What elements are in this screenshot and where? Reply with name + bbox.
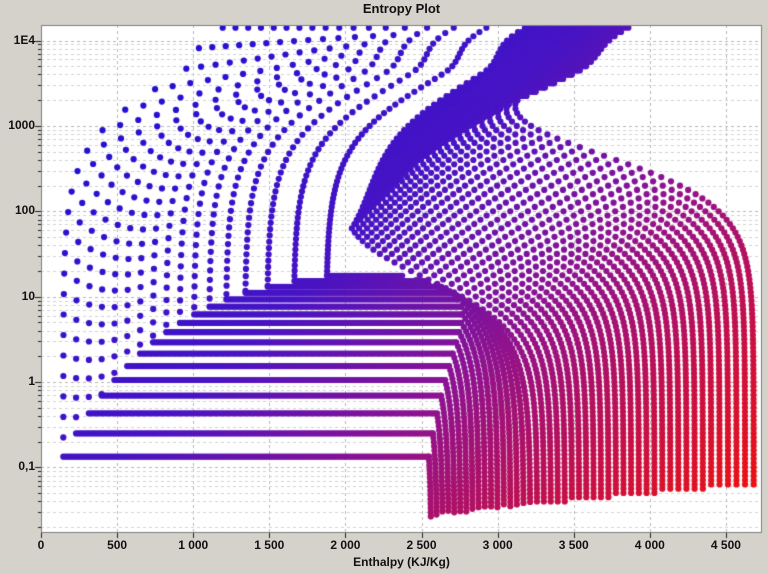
x-tick-label: 3 000	[482, 538, 513, 552]
y-tick-label: 1E4	[13, 32, 35, 47]
x-tick-label: 1 000	[178, 538, 209, 552]
y-tick-label: 1000	[8, 117, 35, 132]
x-tick-label: 2 000	[330, 538, 361, 552]
y-tick-label: 10	[21, 288, 35, 303]
y-tick-label: 1	[28, 373, 35, 388]
x-tick-label: 1 500	[254, 538, 285, 552]
x-tick-label: 500	[107, 538, 128, 552]
x-tick-label: 4 000	[634, 538, 665, 552]
y-tick-label: 0,1	[18, 459, 35, 474]
x-tick-label: 2 500	[406, 538, 437, 552]
y-tick-label: 100	[14, 203, 35, 218]
x-tick-label: 0	[37, 538, 45, 552]
x-tick-label: 3 500	[558, 538, 589, 552]
chart-title: Entropy Plot	[362, 1, 441, 16]
x-tick-label: 4 500	[710, 538, 741, 552]
x-axis-title: Enthalpy (KJ/Kg)	[353, 555, 450, 569]
